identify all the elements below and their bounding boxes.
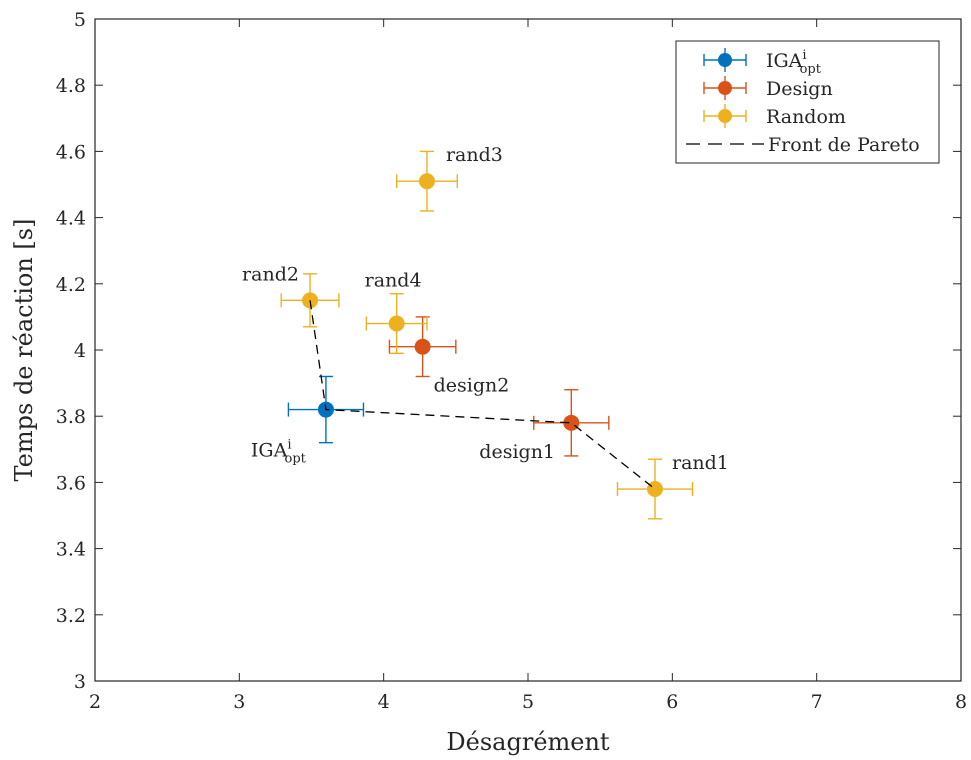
point-label-iga: IGAi opt: [251, 438, 307, 467]
y-tick-label: 3.2: [56, 605, 86, 627]
data-point-random-3: [418, 173, 435, 190]
x-tick-label: 8: [955, 691, 967, 713]
y-tick-label: 4.2: [56, 274, 86, 296]
y-tick-label: 4: [74, 340, 86, 362]
legend-item-pareto: Front de Pareto: [686, 134, 920, 156]
point-label-design2: design2: [434, 375, 510, 397]
legend-label-design: Design: [766, 78, 833, 100]
x-tick-label: 5: [522, 691, 534, 713]
point-label-iga-superscript: i: [287, 438, 291, 453]
legend-label-iga-subscript: opt: [800, 62, 822, 77]
point-label-design1-main: design1: [479, 441, 555, 463]
data-point-random-4: [388, 315, 405, 332]
y-tick-label: 3: [74, 671, 86, 693]
y-tick-label: 3.4: [56, 539, 86, 561]
y-tick-label: 4.4: [56, 208, 86, 230]
axes: 2 3 4 5 6 7 833.23.43.63.844.24.44.64.85: [56, 9, 967, 713]
legend-marker: [718, 53, 732, 67]
y-axis-title: Temps de réaction [s]: [10, 219, 38, 482]
point-label-rand1-main: rand1: [672, 452, 729, 474]
point-label-rand1: rand1: [672, 452, 729, 474]
plot-area: IGAi opt design1 design2 rand1 rand2 rand3 rand…: [242, 144, 729, 520]
x-axis-title: Désagrément: [446, 728, 610, 756]
y-tick-label: 5: [74, 9, 86, 31]
point-label-design1: design1: [479, 441, 555, 463]
legend-marker: [718, 109, 732, 123]
point-label-iga-main: IGA: [251, 440, 288, 462]
point-label-rand3: rand3: [446, 144, 503, 166]
y-tick-label: 4.8: [56, 75, 86, 97]
legend-item-random: Random: [703, 104, 846, 128]
y-tick-label: 4.6: [56, 141, 86, 163]
point-label-rand2: rand2: [242, 263, 299, 285]
x-tick-label: 2: [89, 691, 101, 713]
legend-label-iga-superscript: i: [802, 48, 806, 63]
legend-item-iga: IGAi opt: [703, 48, 822, 77]
data-point-design-2: [414, 338, 431, 355]
data-point-random-1: [647, 481, 664, 498]
point-label-rand3-main: rand3: [446, 144, 503, 166]
point-label-iga-subscript: opt: [285, 452, 307, 467]
point-label-design2-main: design2: [434, 375, 510, 397]
legend-label-iga-main: IGA: [766, 50, 803, 72]
legend-label-iga: IGAi opt: [766, 48, 822, 77]
point-label-rand4-main: rand4: [365, 270, 422, 292]
x-tick-label: 3: [233, 691, 245, 713]
x-tick-label: 4: [378, 691, 390, 713]
legend-label-design-main: Design: [766, 78, 833, 100]
x-tick-label: 7: [811, 691, 823, 713]
legend-label-pareto: Front de Pareto: [768, 134, 920, 156]
point-label-rand2-main: rand2: [242, 263, 299, 285]
x-tick-label: 6: [666, 691, 678, 713]
y-tick-label: 3.8: [56, 406, 86, 428]
pareto-front-line: [309, 300, 656, 490]
legend-marker: [718, 81, 732, 95]
legend-item-design: Design: [703, 76, 833, 100]
legend-label-random: Random: [766, 106, 846, 128]
legend-label-random-main: Random: [766, 106, 846, 128]
y-tick-label: 3.6: [56, 472, 86, 494]
point-label-rand4: rand4: [365, 270, 422, 292]
